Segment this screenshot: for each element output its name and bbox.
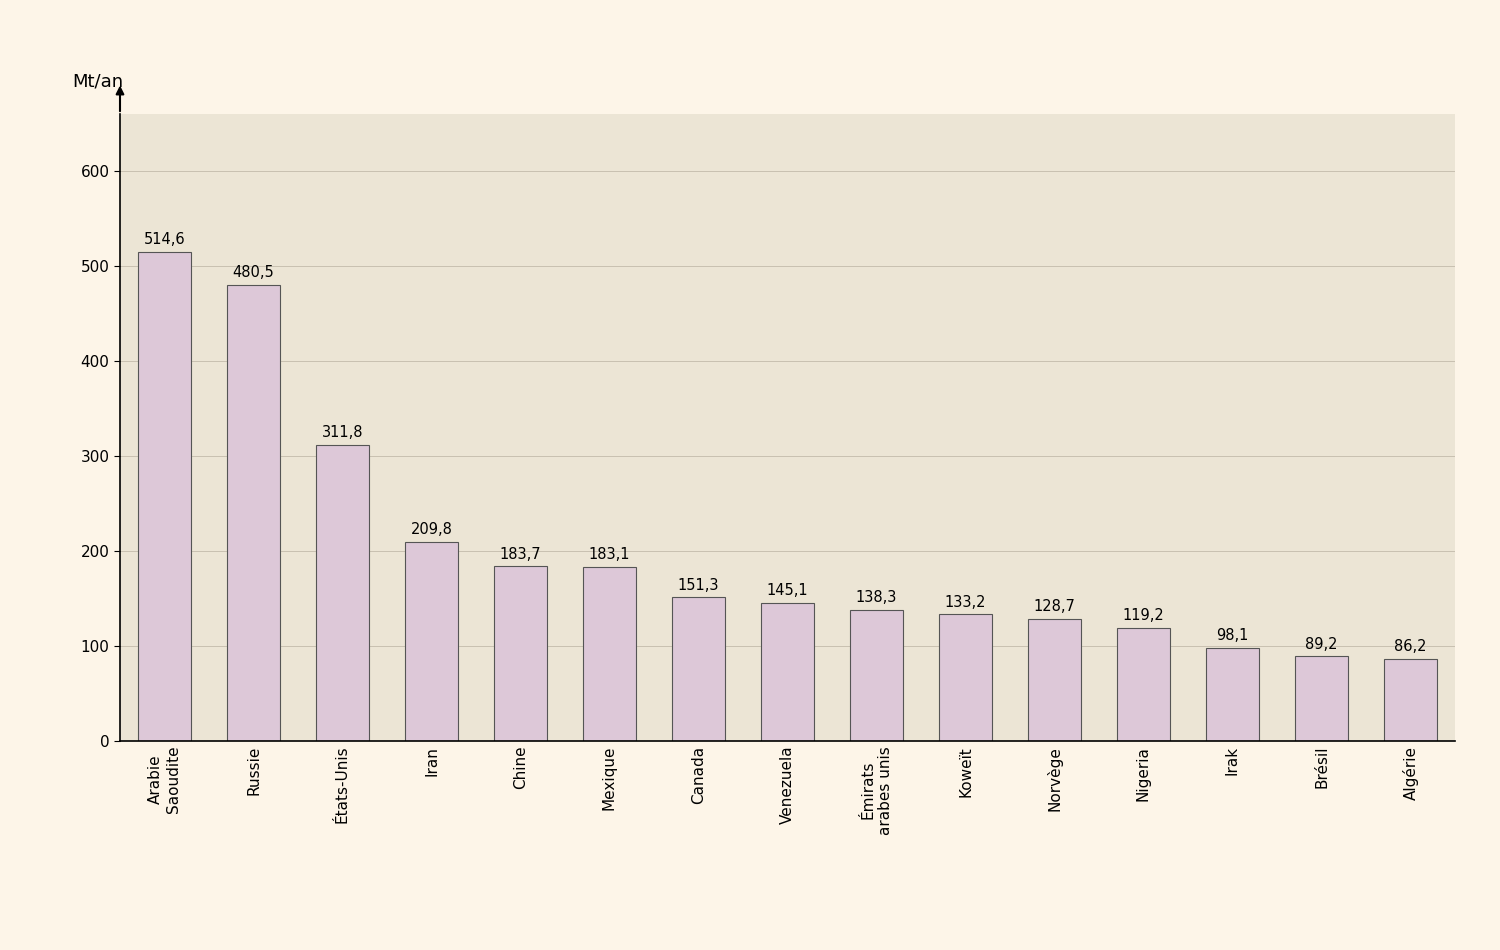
Text: Mt/an: Mt/an — [72, 72, 123, 90]
Text: 151,3: 151,3 — [678, 578, 720, 593]
Text: 89,2: 89,2 — [1305, 636, 1338, 652]
Bar — [1118, 628, 1170, 741]
Bar — [1384, 659, 1437, 741]
Text: 119,2: 119,2 — [1122, 608, 1164, 623]
Bar — [1294, 656, 1348, 741]
Text: 514,6: 514,6 — [144, 233, 186, 247]
Text: 138,3: 138,3 — [856, 590, 897, 605]
Text: 98,1: 98,1 — [1216, 628, 1248, 643]
Bar — [672, 598, 724, 741]
Text: 311,8: 311,8 — [321, 425, 363, 440]
Bar — [584, 567, 636, 741]
Text: 480,5: 480,5 — [232, 265, 274, 280]
Bar — [1206, 648, 1258, 741]
Bar — [760, 603, 814, 741]
Bar — [494, 566, 548, 741]
Bar — [850, 610, 903, 741]
Bar — [1028, 618, 1081, 741]
Text: 128,7: 128,7 — [1034, 599, 1076, 614]
Bar — [316, 445, 369, 741]
Bar — [405, 542, 457, 741]
Text: 209,8: 209,8 — [411, 522, 453, 537]
Bar — [226, 285, 280, 741]
Text: 133,2: 133,2 — [945, 595, 987, 610]
Bar — [138, 252, 190, 741]
Text: 145,1: 145,1 — [766, 583, 808, 598]
Text: 183,1: 183,1 — [588, 547, 630, 562]
Text: 86,2: 86,2 — [1395, 639, 1426, 655]
Text: 183,7: 183,7 — [500, 547, 542, 561]
Bar — [939, 615, 992, 741]
